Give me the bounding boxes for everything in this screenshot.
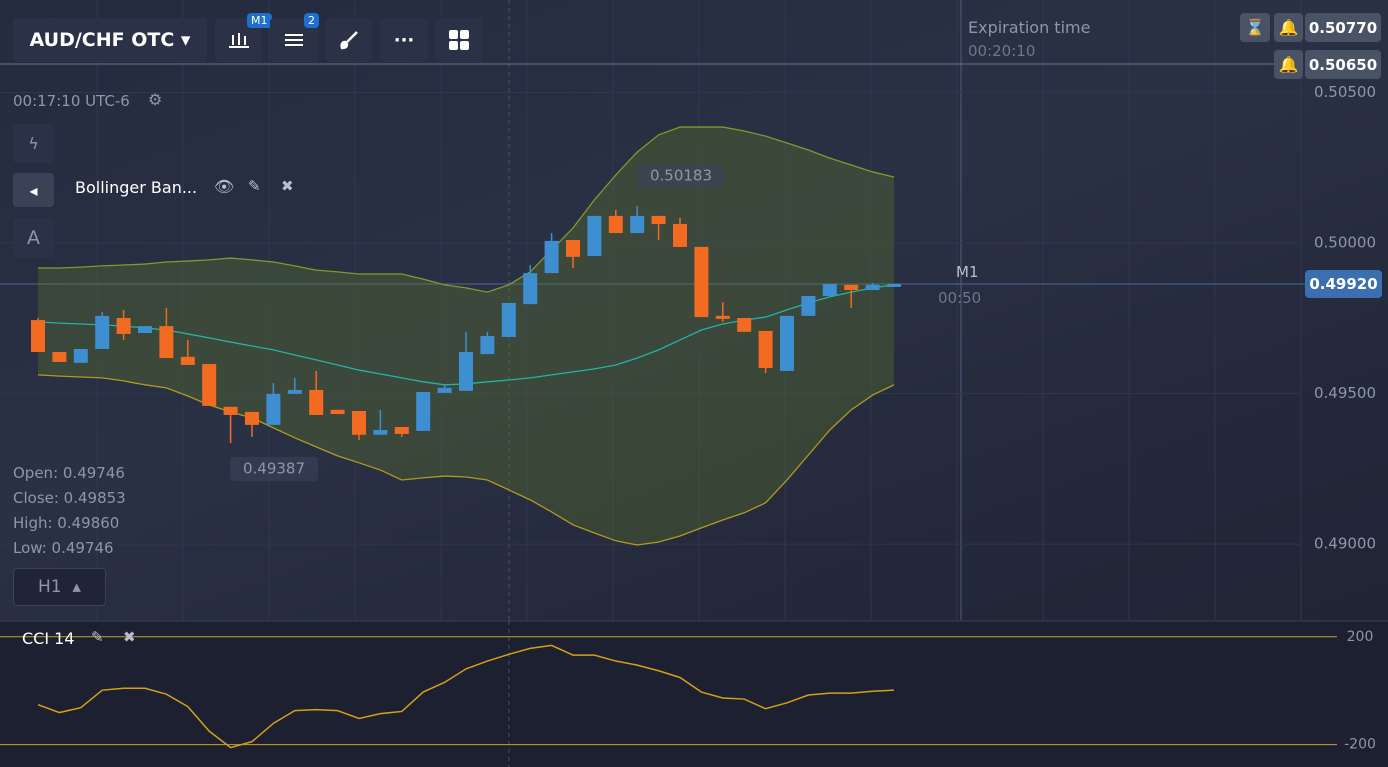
- cci-legend: CCI 14: [22, 629, 75, 648]
- candle-body: [138, 326, 152, 334]
- countdown: 00:50: [938, 289, 982, 307]
- indicator-legend: Bollinger Ban...: [75, 178, 198, 197]
- candle-body: [373, 429, 388, 435]
- candle-body: [523, 273, 538, 305]
- y-tick-label: 0.49500: [1314, 384, 1376, 402]
- remove-icon[interactable]: ✖: [123, 628, 136, 646]
- candle-body: [116, 317, 131, 334]
- ohlc-high: High: 0.49860: [13, 514, 120, 532]
- clock: 00:17:10 UTC-6: [13, 92, 130, 110]
- settings-icon[interactable]: ⚙: [148, 90, 163, 109]
- pair-name: AUD/CHF OTC: [29, 29, 175, 51]
- candle-body: [352, 411, 366, 435]
- candle-body: [394, 426, 409, 434]
- sliders-icon: [285, 34, 303, 46]
- candle-body: [266, 393, 281, 425]
- cci-tick-label: 200: [1347, 629, 1374, 645]
- candle-body: [865, 284, 880, 290]
- ohlc-open: Open: 0.49746: [13, 464, 125, 482]
- y-tick-label: 0.50000: [1314, 234, 1376, 252]
- visibility-icon[interactable]: 👁: [214, 177, 235, 196]
- candle-body: [780, 315, 794, 371]
- alert-button[interactable]: 🔔: [1274, 50, 1303, 79]
- candle-body: [330, 409, 345, 415]
- candle-body: [73, 348, 88, 363]
- candle-body: [737, 317, 752, 332]
- timeframe-badge: M1: [247, 13, 272, 28]
- band-label-bg: [230, 457, 318, 481]
- ohlc-low: Low: 0.49746: [13, 539, 114, 557]
- alert-button[interactable]: 🔔: [1274, 13, 1303, 42]
- candle-body: [459, 352, 473, 391]
- bollinger-upper: [38, 126, 895, 293]
- alert-price: 0.50770: [1305, 13, 1381, 42]
- expiration-time: 00:20:10: [968, 42, 1036, 60]
- candle-body: [245, 411, 259, 425]
- bollinger-lower: [37, 374, 895, 546]
- candle-body: [587, 215, 602, 256]
- signals-button[interactable]: ϟ: [13, 124, 54, 163]
- current-timeframe: M1: [956, 263, 979, 281]
- y-tick-label: 0.49000: [1314, 535, 1376, 553]
- candle-body: [437, 387, 452, 393]
- candle-body: [544, 240, 559, 274]
- grid-icon: [448, 30, 469, 50]
- candle-body: [694, 246, 709, 318]
- candle-body: [223, 406, 238, 415]
- candle-body: [180, 356, 195, 365]
- candle-body: [202, 364, 217, 406]
- timer-button[interactable]: ⌛: [1240, 13, 1270, 42]
- expiration-label: Expiration time: [968, 18, 1091, 37]
- cci-line: [37, 644, 895, 749]
- more-button[interactable]: ···: [380, 18, 428, 62]
- band-label: 0.50183: [650, 167, 712, 185]
- candle-body: [887, 283, 901, 287]
- ohlc-close: Close: 0.49853: [13, 489, 126, 507]
- candle-body: [801, 295, 816, 316]
- candle-body: [758, 330, 773, 368]
- candle-body: [630, 215, 645, 234]
- band-label-bg: [637, 164, 725, 188]
- candle-body: [159, 326, 174, 359]
- period-selector[interactable]: H1 ▴: [13, 568, 106, 606]
- alert-price: 0.50650: [1305, 50, 1381, 79]
- candle-body: [715, 315, 730, 319]
- candle-body: [416, 392, 431, 431]
- candle-body: [651, 215, 666, 225]
- candle-body: [608, 215, 623, 234]
- candle-body: [822, 283, 837, 296]
- candle-body: [95, 315, 110, 349]
- y-tick-label: 0.50500: [1314, 83, 1376, 101]
- layout-button[interactable]: [435, 18, 482, 62]
- candle-body: [480, 336, 495, 355]
- candle-body: [501, 302, 516, 337]
- text-tool-button[interactable]: A: [13, 218, 54, 258]
- remove-icon[interactable]: ✖: [281, 177, 294, 195]
- candle-body: [309, 389, 324, 415]
- current-price: 0.49920: [1305, 270, 1382, 298]
- candles-icon: [228, 33, 249, 48]
- candle-body: [844, 284, 859, 290]
- collapse-button[interactable]: ◂: [13, 173, 54, 207]
- candle-body: [52, 352, 67, 362]
- pair-selector[interactable]: AUD/CHF OTC ▾: [13, 18, 207, 62]
- candle-body: [287, 389, 302, 394]
- edit-icon[interactable]: ✎: [248, 177, 261, 195]
- cci-tick-label: -200: [1344, 737, 1376, 753]
- period: H1: [38, 577, 62, 597]
- candle-body: [673, 224, 687, 247]
- edit-icon[interactable]: ✎: [91, 628, 104, 646]
- candle-body: [31, 320, 45, 353]
- indicators-badge: 2: [304, 13, 319, 28]
- brush-icon: [339, 31, 358, 50]
- band-label: 0.49387: [243, 460, 305, 478]
- cci-panel: [0, 621, 1388, 767]
- drawing-button[interactable]: [325, 18, 372, 62]
- candle-body: [566, 239, 580, 257]
